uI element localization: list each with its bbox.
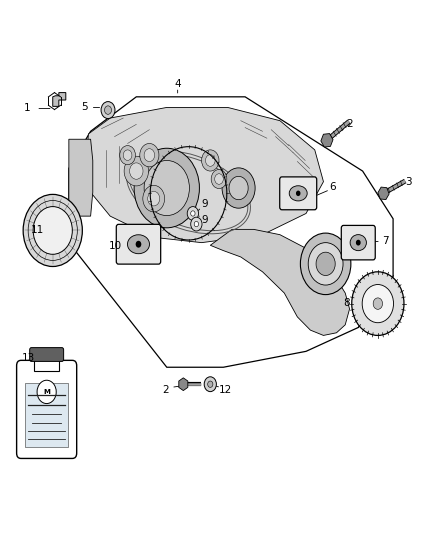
- Circle shape: [296, 191, 300, 196]
- Circle shape: [191, 217, 202, 231]
- Text: 11: 11: [31, 225, 44, 236]
- Text: 2: 2: [162, 384, 169, 394]
- FancyBboxPatch shape: [17, 360, 77, 458]
- Polygon shape: [210, 229, 350, 335]
- Circle shape: [187, 207, 198, 220]
- Circle shape: [356, 240, 360, 246]
- Circle shape: [362, 285, 393, 322]
- Circle shape: [229, 176, 248, 200]
- FancyBboxPatch shape: [30, 348, 64, 361]
- Circle shape: [144, 160, 189, 216]
- Text: 4: 4: [174, 78, 181, 88]
- Circle shape: [211, 169, 227, 189]
- Text: M: M: [43, 389, 50, 395]
- Circle shape: [136, 241, 141, 248]
- Text: 3: 3: [405, 176, 412, 187]
- Circle shape: [23, 195, 82, 266]
- Text: 7: 7: [382, 236, 389, 246]
- Circle shape: [316, 252, 335, 276]
- Circle shape: [140, 143, 159, 167]
- FancyBboxPatch shape: [116, 224, 161, 264]
- Circle shape: [215, 174, 223, 184]
- Text: 2: 2: [346, 119, 353, 130]
- Text: 9: 9: [202, 215, 208, 225]
- Circle shape: [130, 163, 143, 179]
- Circle shape: [144, 149, 155, 161]
- Polygon shape: [53, 93, 66, 107]
- FancyBboxPatch shape: [341, 225, 375, 260]
- Circle shape: [204, 377, 216, 392]
- Text: 8: 8: [343, 297, 350, 308]
- Ellipse shape: [127, 235, 149, 254]
- Circle shape: [101, 102, 115, 118]
- Circle shape: [222, 168, 255, 208]
- Circle shape: [191, 211, 195, 216]
- Ellipse shape: [350, 235, 367, 251]
- Polygon shape: [69, 139, 93, 216]
- Circle shape: [124, 156, 148, 186]
- Circle shape: [134, 148, 199, 228]
- Bar: [25, 383, 68, 447]
- Circle shape: [123, 150, 132, 160]
- Bar: [34, 358, 59, 371]
- Text: 1: 1: [24, 103, 31, 114]
- Circle shape: [308, 243, 343, 285]
- Text: 6: 6: [330, 182, 336, 192]
- Circle shape: [352, 272, 404, 335]
- Circle shape: [143, 185, 165, 212]
- Text: 12: 12: [219, 384, 232, 394]
- Polygon shape: [86, 108, 323, 243]
- Circle shape: [201, 150, 219, 171]
- Text: 9: 9: [202, 199, 208, 209]
- Ellipse shape: [289, 185, 307, 201]
- Circle shape: [194, 221, 198, 227]
- FancyBboxPatch shape: [280, 177, 317, 210]
- Circle shape: [37, 380, 56, 403]
- Circle shape: [33, 207, 72, 254]
- Text: 10: 10: [109, 241, 122, 252]
- Circle shape: [120, 146, 135, 165]
- Text: 5: 5: [81, 102, 88, 112]
- Text: 13: 13: [22, 353, 35, 362]
- Circle shape: [105, 106, 112, 114]
- Circle shape: [208, 381, 213, 387]
- Circle shape: [148, 191, 160, 206]
- Circle shape: [373, 298, 382, 309]
- Circle shape: [300, 233, 351, 295]
- Circle shape: [205, 155, 215, 166]
